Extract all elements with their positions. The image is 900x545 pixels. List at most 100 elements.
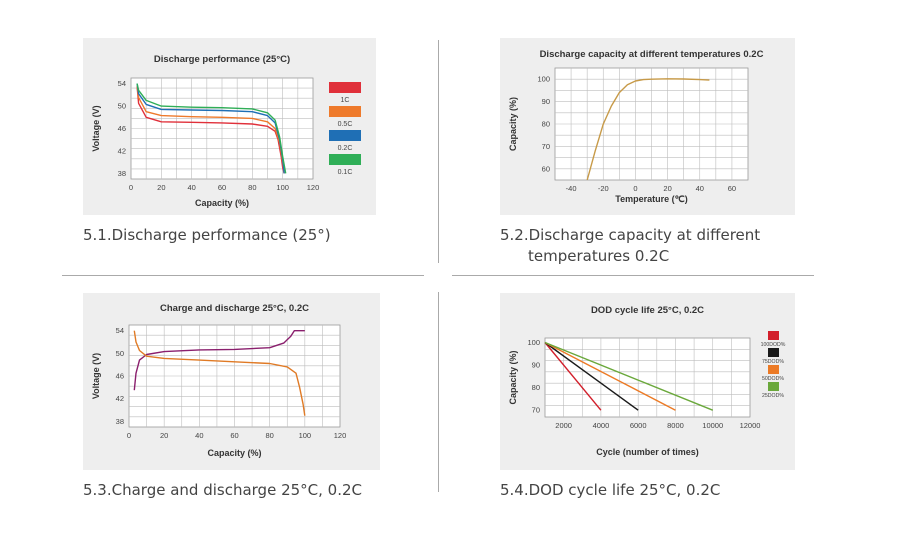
x-tick-label: 40 (195, 431, 203, 440)
caption-discharge-performance: 5.1.Discharge performance (25°) (83, 225, 331, 246)
y-tick-label: 50 (116, 349, 124, 358)
discharge-performance-chart: Discharge performance (25°C) 0 20 40 60 80 100… (91, 54, 361, 208)
legend-label: 1C (341, 97, 350, 104)
x-tick-label: 40 (696, 184, 704, 193)
horizontal-divider-right (452, 275, 814, 276)
legend-swatch (768, 348, 779, 357)
y-tick-label: 80 (542, 120, 550, 129)
legend-swatch (768, 382, 779, 391)
legend-swatch (768, 331, 779, 340)
y-axis-label: Capacity (%) (508, 97, 518, 151)
legend-label: 50DOD% (762, 376, 784, 382)
x-tick-label: 2000 (555, 421, 572, 430)
x-axis-label: Temperature (℃) (615, 194, 687, 204)
y-tick-label: 70 (542, 142, 550, 151)
x-tick-label: 8000 (667, 421, 684, 430)
legend-label: 75DOD% (762, 359, 784, 365)
legend-label: 0.5C (338, 121, 353, 128)
x-axis-label: Capacity (%) (207, 448, 261, 458)
x-axis-label: Capacity (%) (195, 198, 249, 208)
x-axis-label: Cycle (number of times) (596, 447, 699, 457)
legend-label: 100DOD% (761, 342, 786, 348)
legend-swatch (329, 82, 361, 93)
chart-title: DOD cycle life 25°C, 0.2C (591, 305, 704, 316)
x-tick-label: -20 (598, 184, 609, 193)
series-line-2 (544, 341, 676, 411)
y-axis-label: Capacity (%) (508, 350, 518, 404)
caption-text: 5.3.Charge and discharge 25°C, 0.2C (83, 481, 363, 499)
x-tick-label: 12000 (740, 421, 761, 430)
x-tick-label: 0 (129, 183, 133, 192)
caption-charge-discharge: 5.3.Charge and discharge 25°C, 0.2C (83, 480, 362, 501)
x-tick-label: 100 (299, 431, 312, 440)
chart-panel-charge-discharge: Charge and discharge 25°C, 0.2C 0 20 40 60 80… (83, 293, 380, 470)
caption-text: 5.4.DOD cycle life 25°C, 0.2C (500, 481, 721, 499)
y-tick-label: 80 (532, 383, 540, 392)
chart-panel-discharge-performance: Discharge performance (25°C) 0 20 40 60 80 100… (83, 38, 376, 215)
x-tick-label: 4000 (593, 421, 610, 430)
chart-panel-temperature-capacity: Discharge capacity at different temperat… (500, 38, 795, 215)
series-line-3 (544, 341, 713, 411)
legend-swatch (329, 154, 361, 165)
charge-discharge-chart: Charge and discharge 25°C, 0.2C 0 20 40 60 80… (91, 303, 347, 458)
x-tick-label: 120 (334, 431, 347, 440)
x-tick-label: 40 (187, 183, 195, 192)
x-tick-label: 20 (157, 183, 165, 192)
y-tick-label: 100 (537, 75, 550, 84)
temperature-capacity-chart: Discharge capacity at different temperat… (508, 49, 764, 204)
plot-area (544, 337, 751, 418)
x-tick-label: 10000 (702, 421, 723, 430)
y-tick-label: 42 (118, 146, 126, 155)
x-tick-label: 80 (248, 183, 256, 192)
caption-dod-cycle-life: 5.4.DOD cycle life 25°C, 0.2C (500, 480, 720, 501)
series-line-1 (544, 341, 639, 411)
y-tick-label: 90 (542, 97, 550, 106)
y-tick-label: 50 (118, 102, 126, 111)
vertical-divider-top (438, 40, 439, 263)
chart-title: Discharge performance (25°C) (154, 54, 290, 65)
caption-text: 5.1.Discharge performance (25°) (83, 226, 331, 244)
x-tick-label: 0 (127, 431, 131, 440)
y-axis-label: Voltage (V) (91, 353, 101, 399)
y-tick-label: 38 (116, 417, 124, 426)
caption-text-line2: temperatures 0.2C (528, 247, 670, 265)
y-tick-label: 90 (532, 361, 540, 370)
y-tick-label: 60 (542, 164, 550, 173)
y-tick-label: 70 (532, 406, 540, 415)
series-line-0 (544, 342, 602, 411)
vertical-divider-bottom (438, 292, 439, 492)
y-tick-label: 54 (116, 326, 124, 335)
legend-label: 25DOD% (762, 393, 784, 399)
caption-text: 5.2.Discharge capacity at different (500, 226, 761, 244)
legend-label: 0.1C (338, 169, 353, 176)
horizontal-divider-left (62, 275, 424, 276)
legend-label: 0.2C (338, 145, 353, 152)
x-tick-label: 100 (276, 183, 289, 192)
y-axis-label: Voltage (V) (91, 105, 101, 151)
x-tick-label: 120 (307, 183, 320, 192)
x-tick-label: 20 (160, 431, 168, 440)
x-tick-label: 0 (633, 184, 637, 193)
y-tick-label: 38 (118, 169, 126, 178)
y-tick-label: 54 (118, 79, 126, 88)
x-tick-label: 20 (663, 184, 671, 193)
chart-title: Charge and discharge 25°C, 0.2C (160, 303, 309, 314)
legend-swatch (329, 106, 361, 117)
x-tick-label: 60 (728, 184, 736, 193)
series-line-0 (133, 330, 305, 391)
series-line-1 (133, 330, 306, 416)
x-tick-label: -40 (566, 184, 577, 193)
x-tick-label: 6000 (630, 421, 647, 430)
legend-swatch (768, 365, 779, 374)
series-line-0 (586, 78, 710, 181)
y-tick-label: 42 (116, 394, 124, 403)
caption-temperature-capacity: 5.2.Discharge capacity at different temp… (500, 225, 760, 267)
series-line-3 (136, 83, 287, 174)
legend-swatch (329, 130, 361, 141)
x-tick-label: 60 (230, 431, 238, 440)
chart-panel-dod-cycle-life: DOD cycle life 25°C, 0.2C 2000 4000 6000 800… (500, 293, 795, 470)
y-tick-label: 100 (527, 338, 540, 347)
y-tick-label: 46 (118, 124, 126, 133)
y-tick-label: 46 (116, 372, 124, 381)
chart-title: Discharge capacity at different temperat… (540, 49, 764, 60)
